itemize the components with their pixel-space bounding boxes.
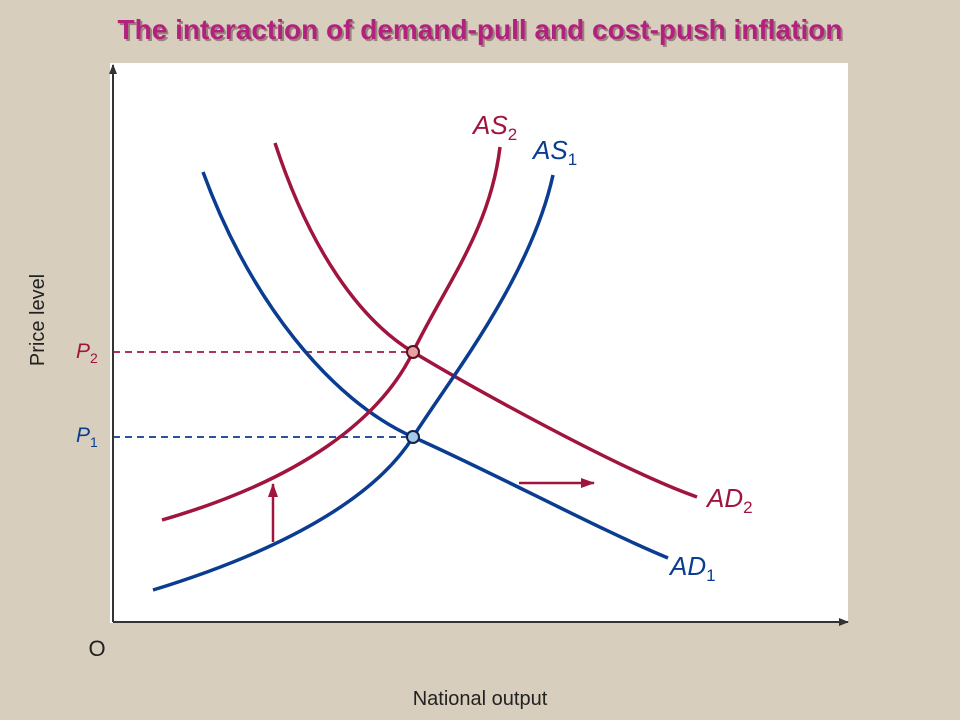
equilibrium-2: [406, 345, 420, 359]
origin-label: O: [88, 636, 105, 661]
x-axis-label: National output: [413, 688, 548, 710]
y-axis-label: Price level: [27, 274, 49, 366]
label-main: P: [76, 340, 90, 363]
label-main: AS: [471, 110, 508, 140]
label-main: AD: [668, 551, 706, 581]
curve-label: AD1: [668, 551, 716, 585]
curve-label: AS1: [531, 135, 577, 169]
curve-label: AD2: [705, 483, 753, 517]
label-sub: 1: [90, 434, 98, 450]
label-main: P: [76, 424, 90, 447]
label-main: AS: [531, 135, 568, 165]
level-label: P2: [76, 340, 98, 366]
label-sub: 1: [706, 566, 715, 585]
level-label: P1: [76, 424, 98, 450]
label-sub: 1: [568, 150, 577, 169]
title-shadow: The interaction of demand-pull and cost-…: [120, 16, 845, 47]
title: The interaction of demand-pull and cost-…: [118, 14, 843, 45]
label-sub: 2: [743, 498, 752, 517]
plot-area: [110, 63, 848, 623]
equilibrium-1: [406, 430, 420, 444]
label-sub: 2: [90, 350, 98, 366]
label-main: AD: [705, 483, 743, 513]
curve-label: AS2: [471, 110, 517, 144]
label-sub: 2: [508, 125, 517, 144]
